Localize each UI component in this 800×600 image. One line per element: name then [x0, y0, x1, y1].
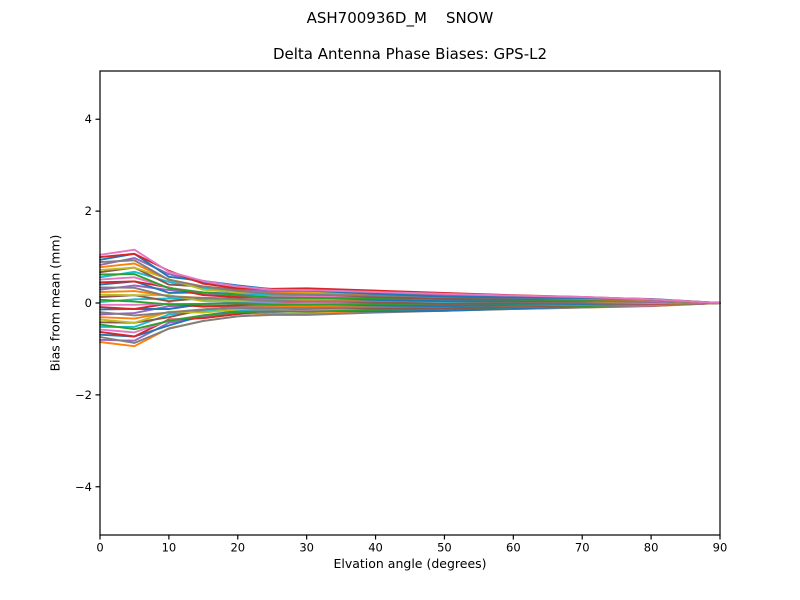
y-tick-label: −2 [75, 388, 92, 402]
x-tick-label: 20 [230, 541, 245, 555]
x-tick-label: 80 [644, 541, 659, 555]
y-axis-label: Bias from mean (mm) [47, 234, 63, 372]
y-tick-label: 2 [85, 204, 92, 218]
x-tick-label: 40 [368, 541, 383, 555]
x-tick-label: 30 [299, 541, 314, 555]
x-tick-label: 60 [506, 541, 521, 555]
x-tick-label: 90 [713, 541, 728, 555]
y-tick-label: 0 [85, 296, 92, 310]
x-axis-label: Elvation angle (degrees) [333, 556, 487, 571]
y-tick-label: 4 [85, 112, 92, 126]
y-tick-label: −4 [75, 480, 92, 494]
x-tick-label: 0 [96, 541, 103, 555]
x-tick-label: 70 [575, 541, 590, 555]
axes-title: Delta Antenna Phase Biases: GPS-L2 [272, 45, 548, 63]
x-tick-label: 50 [437, 541, 452, 555]
figure-title: ASH700936D_M SNOW [306, 9, 494, 27]
x-tick-label: 10 [162, 541, 177, 555]
series-line [99, 248, 721, 304]
